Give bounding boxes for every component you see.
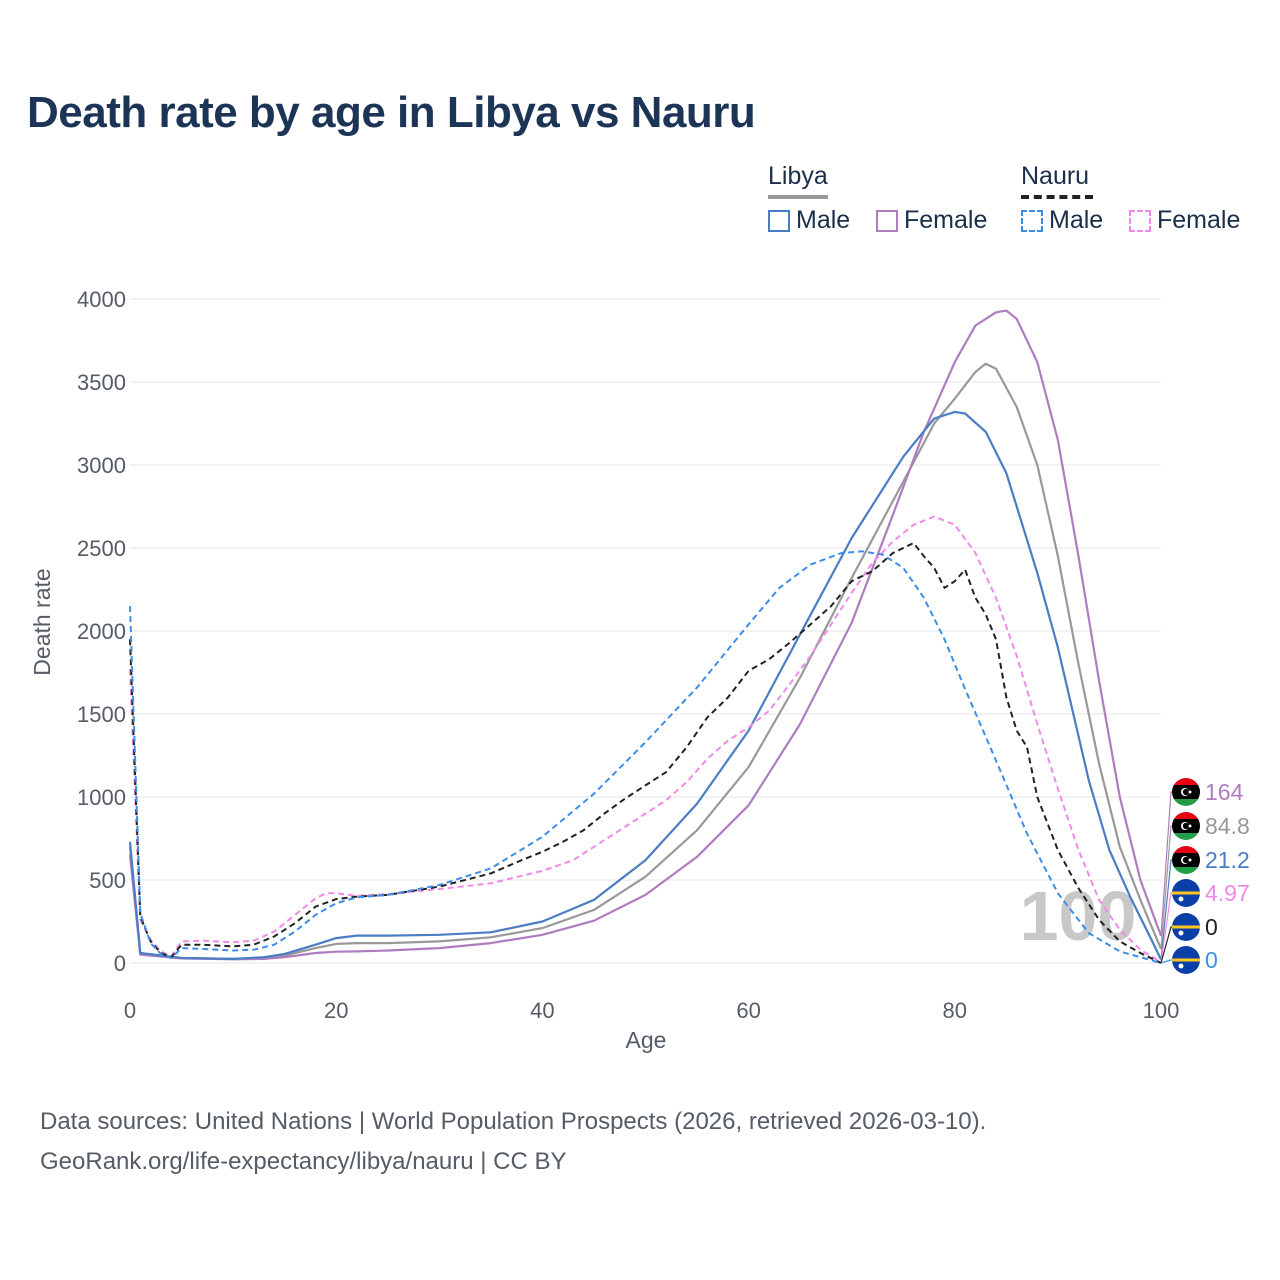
end-value-label: 4.97 bbox=[1205, 880, 1250, 906]
nauru-flag-icon bbox=[1172, 913, 1200, 941]
libya-flag-icon bbox=[1172, 778, 1200, 806]
y-tick-label: 1000 bbox=[77, 785, 126, 810]
x-tick-label: 100 bbox=[1143, 998, 1180, 1023]
y-tick-label: 0 bbox=[114, 951, 126, 976]
series-lines bbox=[128, 309, 1163, 964]
y-tick-label: 500 bbox=[89, 868, 126, 893]
y-tick-label: 4000 bbox=[77, 287, 126, 312]
y-axis-label: Death rate bbox=[29, 568, 55, 675]
x-tick-label: 80 bbox=[943, 998, 967, 1023]
series-line-libya-female[interactable] bbox=[128, 309, 1163, 961]
x-tick-label: 60 bbox=[736, 998, 760, 1023]
y-tick-label: 2500 bbox=[77, 536, 126, 561]
x-tick-label: 40 bbox=[530, 998, 554, 1023]
footer-link[interactable]: GeoRank.org/life-expectancy/libya/nauru … bbox=[40, 1148, 567, 1175]
y-tick-label: 1500 bbox=[77, 702, 126, 727]
series-line-libya-male[interactable] bbox=[128, 410, 1162, 961]
series-line-nauru-both[interactable] bbox=[129, 542, 1162, 964]
x-tick-label: 20 bbox=[324, 998, 348, 1023]
libya-flag-icon bbox=[1172, 846, 1200, 874]
end-labels: 164 84.8 21.2 4.97 0 0 bbox=[1160, 778, 1250, 974]
y-tick-label: 3500 bbox=[77, 370, 126, 395]
nauru-flag-icon bbox=[1172, 946, 1200, 974]
chart-title: Death rate by age in Libya vs Nauru bbox=[27, 88, 756, 137]
y-tick-label: 3000 bbox=[77, 453, 126, 478]
end-value-label: 21.2 bbox=[1205, 847, 1250, 873]
series-line-libya-both[interactable] bbox=[128, 362, 1163, 961]
footer-source: Data sources: United Nations | World Pop… bbox=[40, 1108, 987, 1135]
y-tick-label: 2000 bbox=[77, 619, 126, 644]
axes: 0 500 1000 1500 2000 2500 3000 3500 4000 0 20 40 60 8… bbox=[77, 287, 1179, 1023]
grid-lines bbox=[130, 298, 1161, 964]
end-value-label: 84.8 bbox=[1205, 813, 1250, 839]
age-watermark: 100 bbox=[1020, 877, 1137, 955]
nauru-flag-icon bbox=[1172, 879, 1200, 907]
end-value-label: 0 bbox=[1205, 914, 1218, 940]
end-value-label: 0 bbox=[1205, 947, 1218, 973]
libya-flag-icon bbox=[1172, 812, 1200, 840]
end-value-label: 164 bbox=[1205, 779, 1244, 805]
series-line-nauru-male[interactable] bbox=[129, 550, 1162, 964]
x-axis-label: Age bbox=[626, 1027, 667, 1053]
series-line-nauru-female[interactable] bbox=[129, 515, 1162, 964]
x-tick-label: 0 bbox=[124, 998, 136, 1023]
